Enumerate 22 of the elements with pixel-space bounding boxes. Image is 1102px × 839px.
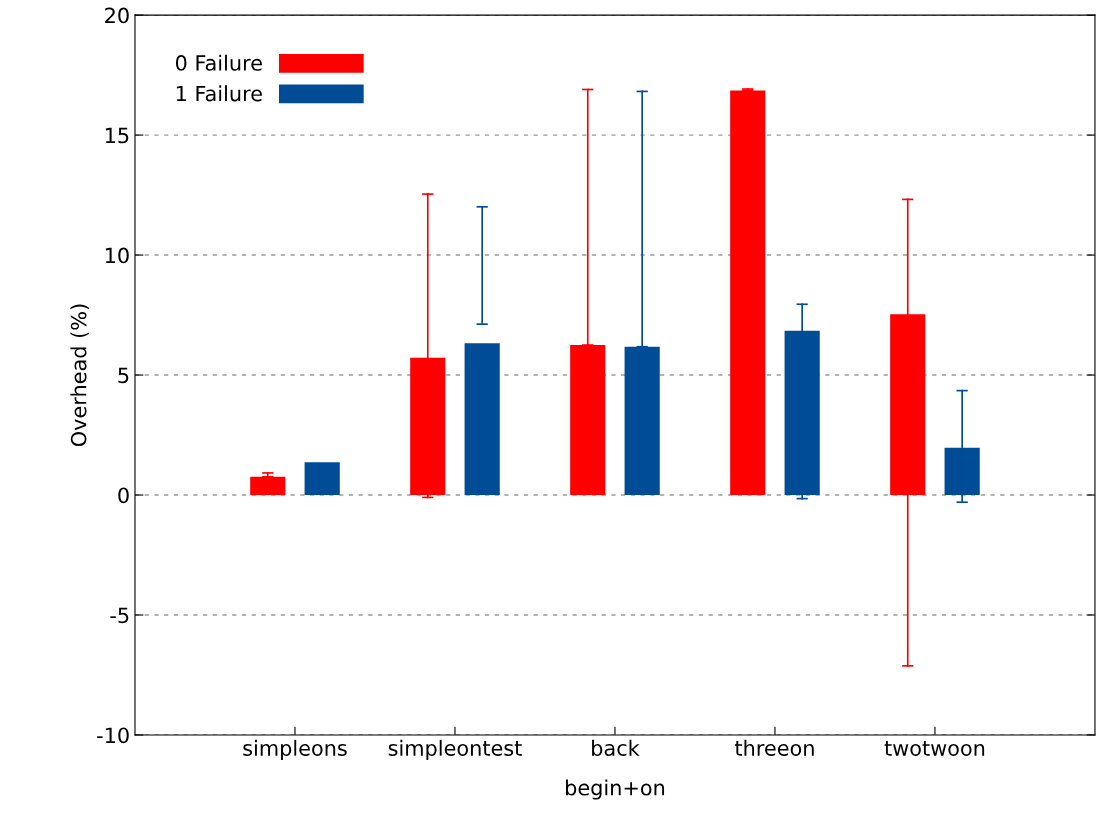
y-tick-label: 15	[105, 127, 129, 144]
bar	[304, 462, 340, 496]
bar	[730, 90, 766, 496]
y-tick-label: 5	[118, 367, 129, 384]
bar	[250, 476, 286, 496]
bar	[624, 346, 660, 496]
legend-label: 0 Failure	[175, 54, 262, 71]
y-tick-label: -10	[97, 727, 129, 744]
y-tick-label: 10	[105, 247, 129, 264]
x-axis-title: begin+on	[566, 779, 665, 800]
y-tick-label: -5	[110, 607, 129, 624]
x-tick-label: threeon	[735, 739, 814, 756]
y-tick-label: 20	[105, 7, 129, 24]
x-tick-label: back	[592, 739, 640, 756]
x-tick-label: simpleons	[243, 739, 347, 760]
y-tick-label: 0	[118, 487, 129, 504]
x-tick-label: simpleontest	[388, 739, 522, 760]
legend-label: 1 Failure	[176, 85, 262, 102]
bar	[570, 345, 606, 496]
bar	[464, 343, 500, 496]
y-axis-title: Overhead (%)	[70, 304, 89, 447]
x-tick-label: twotwoon	[884, 741, 985, 756]
